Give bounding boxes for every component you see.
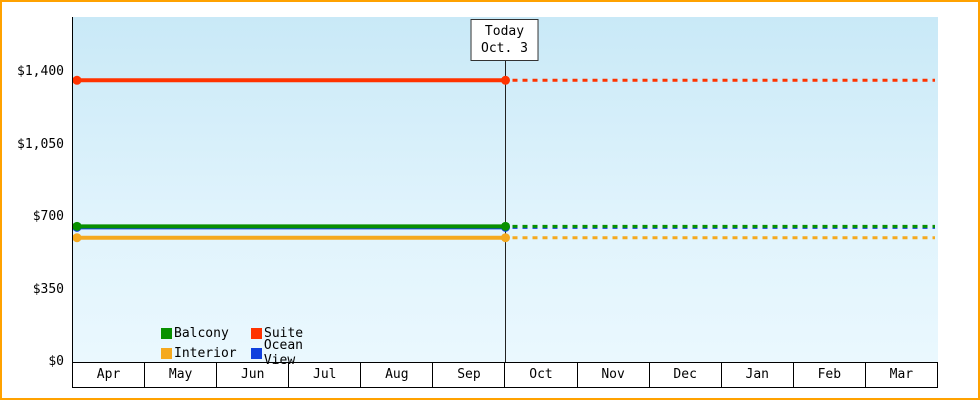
legend-label: Interior — [174, 345, 237, 361]
today-annotation-date: Oct. 3 — [481, 41, 528, 56]
legend-item-ocean-view: Ocean View — [251, 338, 341, 368]
month-cell-feb: Feb — [792, 362, 866, 388]
plot-area: Balcony Suite Interior Ocean View — [72, 17, 938, 368]
suite-start-marker — [73, 75, 82, 85]
today-annotation: Today Oct. 3 — [470, 19, 539, 61]
month-cell-jul: Jul — [288, 362, 362, 388]
y-tick-label: $1,050 — [17, 136, 64, 152]
interior-start-marker — [73, 233, 82, 243]
legend-label: Ocean View — [263, 338, 303, 368]
legend-swatch — [161, 327, 172, 339]
month-cell-jun: Jun — [216, 362, 290, 388]
month-cell-dec: Dec — [648, 362, 722, 388]
legend-row: Balcony Suite — [161, 323, 341, 343]
balcony-today-marker — [501, 221, 510, 231]
price-lines-chart — [73, 29, 935, 362]
legend-item-balcony: Balcony — [161, 326, 251, 341]
month-cell-may: May — [144, 362, 218, 388]
month-cell-jan: Jan — [720, 362, 794, 388]
y-tick-label: $1,400 — [17, 64, 64, 79]
legend-label: Suite — [264, 325, 304, 341]
suite-today-marker — [501, 75, 510, 85]
month-cell-nov: Nov — [576, 362, 650, 388]
month-cell-apr: Apr — [72, 362, 146, 388]
y-tick-label: $350 — [32, 281, 64, 297]
x-axis-month-row: Apr May Jun Jul Aug Sep Oct Nov Dec Jan Feb Mar — [72, 362, 938, 388]
legend-label: Balcony — [174, 325, 229, 341]
legend-item-interior: Interior — [161, 346, 251, 361]
month-cell-oct: Oct — [504, 362, 578, 388]
legend-item-suite: Suite — [251, 326, 341, 341]
legend-row: Interior Ocean View — [161, 338, 341, 368]
month-cell-sep: Sep — [432, 362, 506, 388]
y-tick-label: $0 — [48, 354, 64, 369]
month-cell-mar: Mar — [864, 362, 938, 388]
legend-swatch — [251, 327, 262, 339]
month-cell-aug: Aug — [360, 362, 434, 388]
y-tick-label: $700 — [32, 209, 64, 224]
today-annotation-title: Today — [484, 24, 525, 39]
interior-today-marker — [501, 233, 510, 243]
legend-swatch — [161, 347, 172, 359]
legend: Balcony Suite Interior Ocean View — [161, 323, 341, 368]
legend-swatch — [251, 347, 262, 359]
balcony-start-marker — [73, 221, 82, 231]
